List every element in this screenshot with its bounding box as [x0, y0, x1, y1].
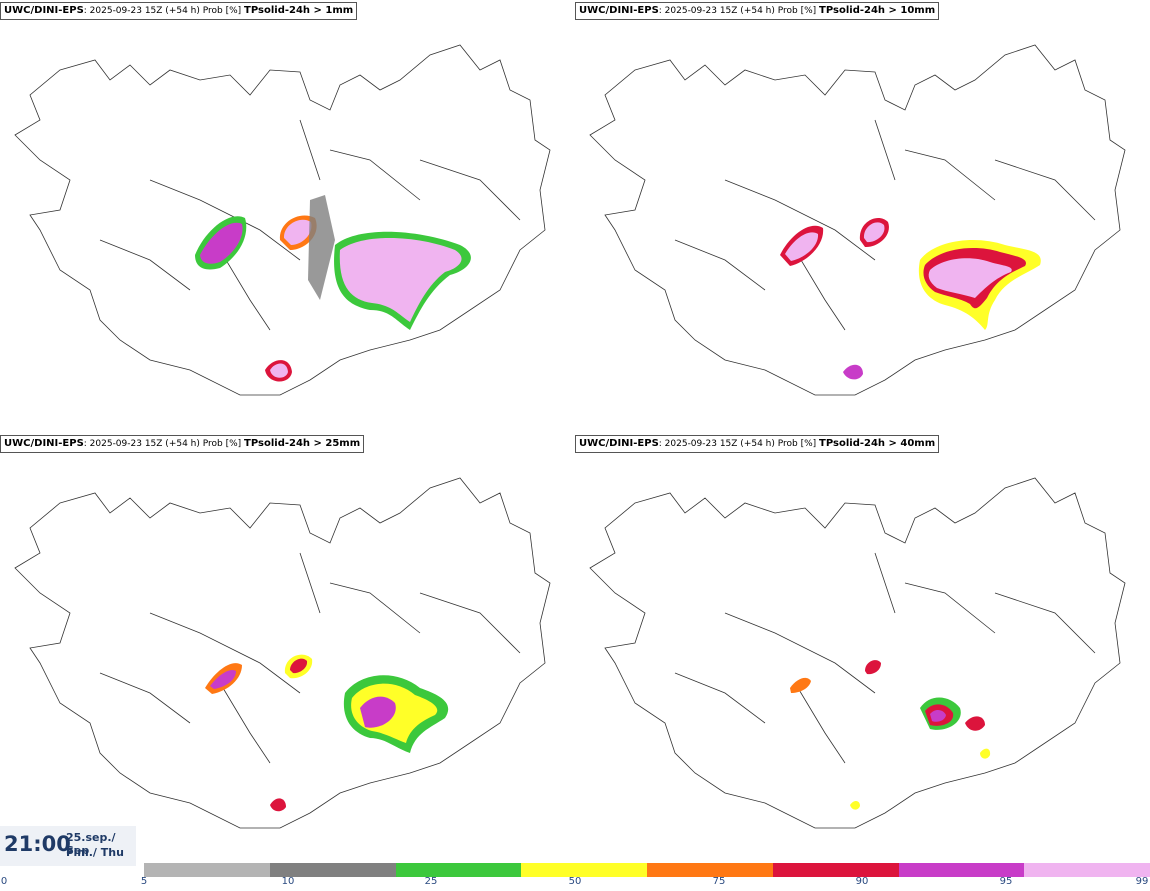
iceland-map — [589, 477, 1126, 829]
map-panel-25mm: UWC/DINI-EPS: 2025-09-23 15Z (+54 h) Pro… — [0, 433, 575, 863]
map-panel-1mm: UWC/DINI-EPS: 2025-09-23 15Z (+54 h) Pro… — [0, 0, 575, 430]
model-name: UWC/DINI-EPS — [4, 5, 84, 16]
panel-title: UWC/DINI-EPS: 2025-09-23 15Z (+54 h) Pro… — [0, 2, 358, 20]
legend-segment — [898, 863, 1025, 877]
panel-title: UWC/DINI-EPS: 2025-09-23 15Z (+54 h) Pro… — [575, 435, 940, 453]
valid-date-line2: Fim./ Thu — [66, 846, 124, 859]
legend-label: 5 — [140, 876, 148, 887]
legend-segment — [269, 863, 396, 877]
model-name: UWC/DINI-EPS — [4, 438, 84, 449]
iceland-map — [14, 477, 551, 829]
model-name: UWC/DINI-EPS — [579, 438, 659, 449]
legend-labels: 0 5 10 25 50 75 90 95 99 — [0, 876, 1150, 891]
precip-blob — [195, 195, 471, 382]
iceland-map — [589, 44, 1126, 396]
panel-title: UWC/DINI-EPS: 2025-09-23 15Z (+54 h) Pro… — [0, 435, 365, 453]
legend-colorbar — [144, 863, 1150, 877]
legend-segment — [521, 863, 647, 877]
legend-label: 95 — [999, 876, 1013, 887]
legend-label: 50 — [568, 876, 582, 887]
parameter-label: TPsolid-24h > 1mm — [244, 5, 354, 16]
parameter-label: TPsolid-24h > 25mm — [244, 438, 361, 449]
legend-segment — [772, 863, 899, 877]
map-panel-40mm: UWC/DINI-EPS: 2025-09-23 15Z (+54 h) Pro… — [575, 433, 1150, 863]
valid-time: 21:00 — [4, 832, 71, 856]
legend-label: 99 — [1135, 876, 1149, 887]
legend-label: 25 — [424, 876, 438, 887]
map-panel-10mm: UWC/DINI-EPS: 2025-09-23 15Z (+54 h) Pro… — [575, 0, 1150, 430]
run-info: : 2025-09-23 15Z (+54 h) Prob [%] — [658, 6, 817, 16]
model-name: UWC/DINI-EPS — [579, 5, 659, 16]
legend-label: 0 — [0, 876, 8, 887]
valid-time-box: 21:00 25.sep./ Sep Fim./ Thu — [0, 826, 136, 866]
legend-segment — [395, 863, 522, 877]
legend-segment — [1024, 863, 1150, 877]
precip-blob — [780, 218, 1041, 380]
legend-label: 10 — [281, 876, 295, 887]
precip-blob — [205, 654, 449, 812]
precip-blob — [790, 660, 991, 810]
run-info: : 2025-09-23 15Z (+54 h) Prob [%] — [83, 6, 242, 16]
run-info: : 2025-09-23 15Z (+54 h) Prob [%] — [83, 439, 242, 449]
legend-segment — [647, 863, 773, 877]
legend-label: 90 — [855, 876, 869, 887]
panel-title: UWC/DINI-EPS: 2025-09-23 15Z (+54 h) Pro… — [575, 2, 940, 20]
legend-segment — [144, 863, 270, 877]
valid-date-line1: 25.sep./ Sep — [66, 831, 116, 857]
iceland-map — [14, 44, 551, 396]
run-info: : 2025-09-23 15Z (+54 h) Prob [%] — [658, 439, 817, 449]
legend-label: 75 — [712, 876, 726, 887]
parameter-label: TPsolid-24h > 10mm — [819, 5, 936, 16]
parameter-label: TPsolid-24h > 40mm — [819, 438, 936, 449]
